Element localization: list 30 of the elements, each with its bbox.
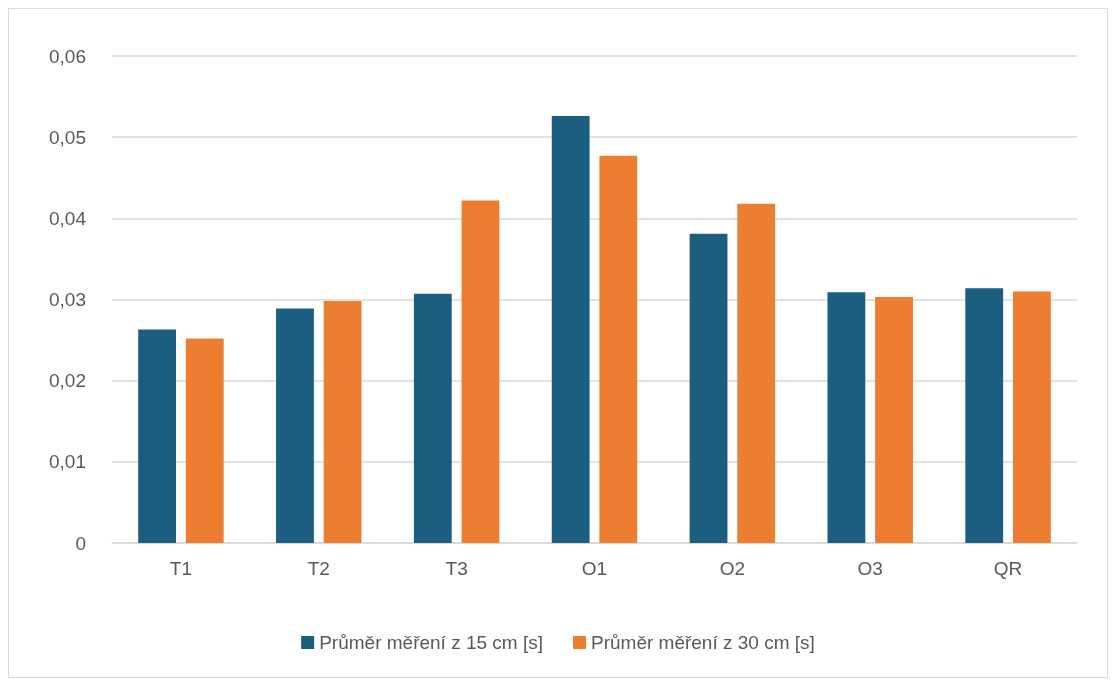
bar <box>875 297 913 543</box>
y-tick-label: 0,03 <box>49 289 86 310</box>
bar <box>737 203 776 543</box>
x-tick-label: T1 <box>169 558 193 579</box>
bar <box>599 155 638 543</box>
y-tick-label: 0 <box>75 532 86 554</box>
bar <box>138 329 177 543</box>
y-tick-label: 0,06 <box>49 45 86 67</box>
bar <box>551 116 590 543</box>
legend-label: Průměr měření z 30 cm [s] <box>591 632 815 653</box>
x-tick-label: T3 <box>445 558 468 579</box>
y-tick-label: 0,04 <box>49 207 87 229</box>
x-tick-label: O1 <box>581 558 608 579</box>
bar <box>323 301 362 543</box>
x-tick-label: T2 <box>307 558 330 579</box>
bar <box>689 233 728 543</box>
bar <box>461 200 500 543</box>
y-tick-label: 0,01 <box>49 451 86 473</box>
x-tick-label: O2 <box>719 558 746 579</box>
bar <box>276 308 314 543</box>
x-tick-label: O3 <box>857 558 883 579</box>
legend-label: Průměr měření z 15 cm [s] <box>319 632 544 653</box>
y-tick-label: 0,02 <box>49 370 86 392</box>
x-tick-label: QR <box>993 558 1023 579</box>
bar <box>827 292 866 543</box>
bar <box>185 338 224 543</box>
bar <box>965 288 1004 543</box>
bar <box>1012 291 1051 543</box>
y-tick-label: 0,05 <box>49 126 86 148</box>
bar <box>413 293 452 543</box>
